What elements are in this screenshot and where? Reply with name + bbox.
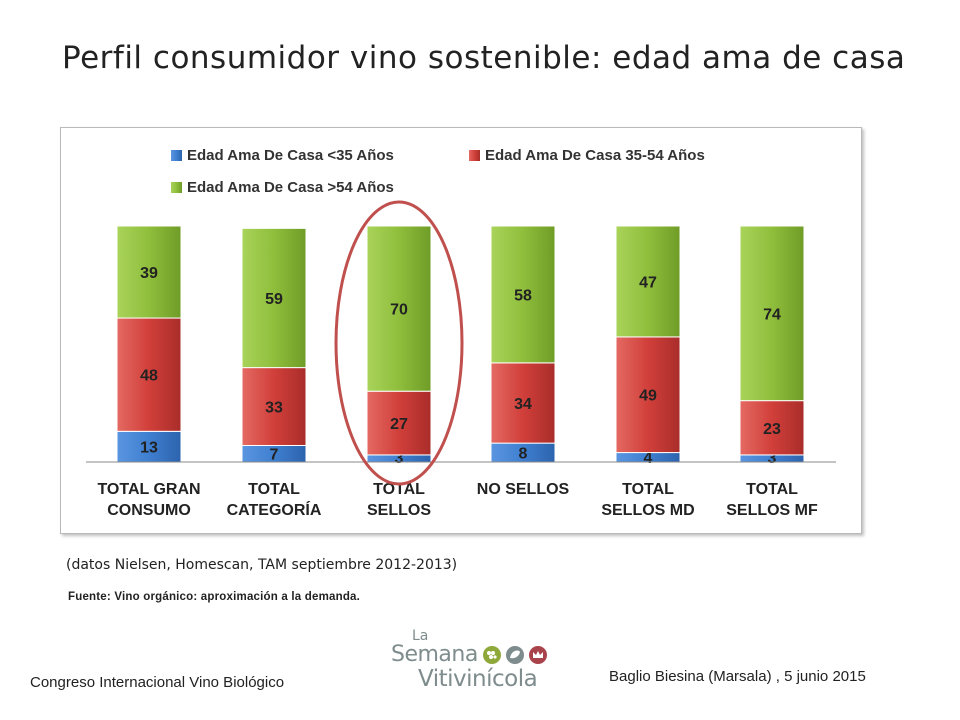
footer-congress: Congreso Internacional Vino Biológico bbox=[30, 674, 285, 691]
bar-segment-2-1 bbox=[366, 390, 432, 456]
highlight-ellipse bbox=[334, 200, 464, 486]
x-label-1-0: TOTAL bbox=[248, 481, 300, 498]
logo-line-2: Semana bbox=[391, 642, 478, 667]
x-label-5-1: SELLOS MF bbox=[726, 502, 818, 519]
x-label-0-1: CONSUMO bbox=[107, 502, 191, 519]
data-label-1-1: 33 bbox=[265, 400, 283, 417]
highlight-ellipse-group bbox=[334, 200, 464, 486]
bar-segment-0-2 bbox=[116, 225, 182, 319]
x-label-4-1: SELLOS MD bbox=[601, 502, 694, 519]
x-label-2-0: TOTAL bbox=[373, 481, 425, 498]
x-label-5-0: TOTAL bbox=[746, 481, 798, 498]
bar-segment-5-2 bbox=[739, 225, 805, 402]
bar-segment-0-1 bbox=[116, 317, 182, 432]
legend-swatch-1 bbox=[469, 150, 480, 161]
data-label-5-2: 74 bbox=[763, 306, 781, 323]
source-note: Fuente: Vino orgánico: aproximación a la… bbox=[68, 591, 361, 603]
legend-swatch-2 bbox=[171, 182, 182, 193]
data-label-2-0: 3 bbox=[395, 450, 404, 467]
data-label-3-1: 34 bbox=[514, 396, 532, 413]
data-note: (datos Nielsen, Homescan, TAM septiembre… bbox=[66, 557, 458, 573]
leaf-icon bbox=[506, 646, 524, 664]
slide-title: Perfil consumidor vino sostenible: edad … bbox=[62, 40, 906, 76]
data-label-3-0: 8 bbox=[519, 446, 528, 463]
data-label-5-1: 23 bbox=[763, 421, 781, 438]
chart-frame: Edad Ama De Casa <35 Años Edad Ama De Cas… bbox=[60, 127, 862, 534]
data-label-2-1: 27 bbox=[390, 416, 408, 433]
legend-swatch-0 bbox=[171, 150, 182, 161]
bar-segment-1-1 bbox=[241, 367, 307, 446]
bar-segment-3-1 bbox=[490, 362, 556, 444]
bar-segment-1-2 bbox=[241, 227, 307, 369]
semana-vitivinicola-logo: La Semana Vitivinícola bbox=[388, 628, 558, 694]
chart-bars: 13 48 39 7 33 59 3 27 70 8 34 58 4 49 47 3 23 74 bbox=[116, 225, 805, 467]
chart-legend: Edad Ama De Casa <35 Años Edad Ama De Cas… bbox=[171, 147, 705, 196]
data-label-5-0: 3 bbox=[768, 450, 777, 467]
bar-segment-0-0 bbox=[116, 430, 182, 463]
x-label-1-1: CATEGORÍA bbox=[227, 500, 322, 519]
x-label-4-0: TOTAL bbox=[622, 481, 674, 498]
data-label-4-1: 49 bbox=[639, 388, 657, 405]
legend-label-0: Edad Ama De Casa <35 Años bbox=[187, 147, 394, 164]
footer-location-date: Baglio Biesina (Marsala) , 5 junio 2015 bbox=[609, 668, 866, 685]
x-label-3-0: NO SELLOS bbox=[477, 481, 570, 498]
crown-icon bbox=[529, 646, 547, 664]
data-label-1-2: 59 bbox=[265, 291, 283, 308]
logo-icons bbox=[483, 646, 547, 664]
bar-segment-2-2 bbox=[366, 225, 432, 392]
data-label-3-2: 58 bbox=[514, 287, 532, 304]
logo-line-3: Vitivinícola bbox=[418, 666, 538, 692]
data-label-0-2: 39 bbox=[140, 265, 158, 282]
x-axis-labels: TOTAL GRAN CONSUMO TOTAL CATEGORÍA TOTAL SELL… bbox=[97, 481, 818, 519]
data-label-1-0: 7 bbox=[270, 447, 279, 464]
stacked-bar-chart: Edad Ama De Casa <35 Años Edad Ama De Cas… bbox=[86, 147, 836, 519]
bar-segment-5-1 bbox=[739, 400, 805, 456]
bar-segment-4-2 bbox=[615, 225, 681, 338]
x-label-0-0: TOTAL GRAN bbox=[97, 481, 200, 498]
data-label-4-0: 4 bbox=[644, 450, 653, 467]
data-label-0-0: 13 bbox=[140, 440, 158, 457]
data-label-2-2: 70 bbox=[390, 302, 408, 319]
bar-segment-3-2 bbox=[490, 225, 556, 364]
legend-label-2: Edad Ama De Casa >54 Años bbox=[187, 179, 394, 196]
legend-label-1: Edad Ama De Casa 35-54 Años bbox=[485, 147, 705, 164]
bar-segment-4-1 bbox=[615, 336, 681, 454]
data-label-0-1: 48 bbox=[140, 368, 158, 385]
x-label-2-1: SELLOS bbox=[367, 502, 431, 519]
logo-line-1: La bbox=[412, 628, 429, 644]
grape-icon bbox=[483, 646, 501, 664]
data-label-4-2: 47 bbox=[639, 274, 657, 291]
